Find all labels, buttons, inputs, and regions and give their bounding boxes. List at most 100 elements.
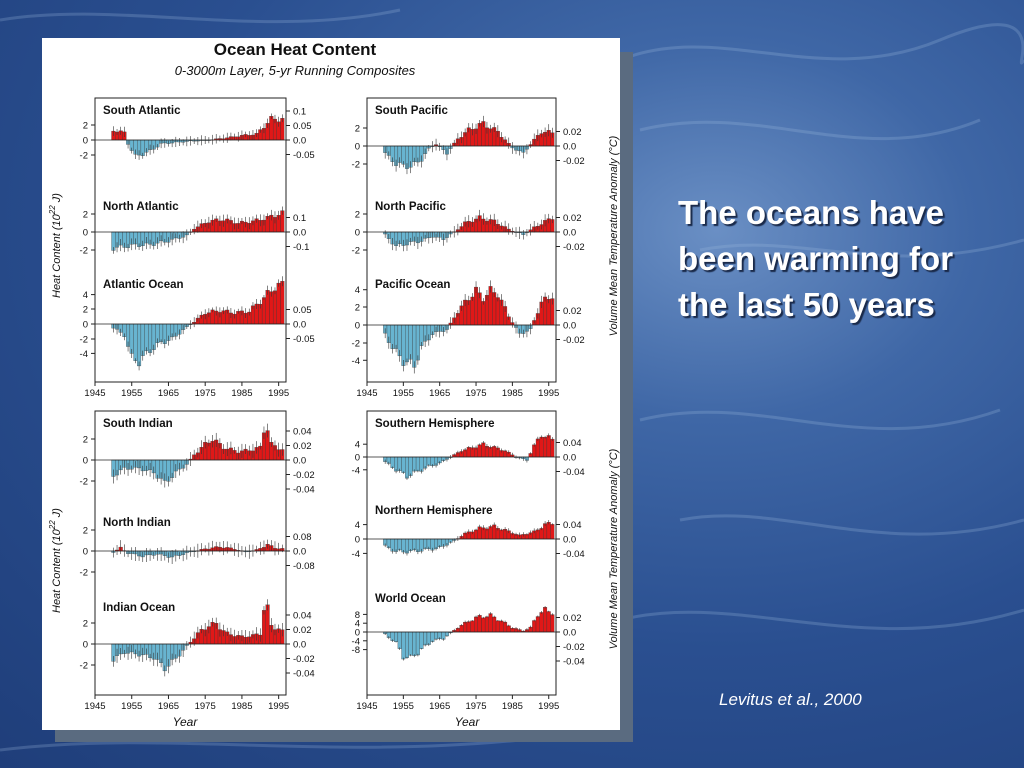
bar	[470, 296, 475, 326]
bar	[280, 281, 285, 325]
bar	[412, 538, 417, 551]
subplot-title: Pacific Ocean	[375, 279, 450, 291]
bar	[412, 456, 417, 472]
bar	[492, 292, 497, 326]
subplot-title: North Pacific	[375, 201, 447, 213]
x-tick-label: 1945	[356, 701, 377, 712]
subplot-title: Northern Hemisphere	[375, 505, 493, 517]
right-tick-label: 0.02	[563, 613, 582, 624]
right-tick-label: 0.0	[563, 453, 576, 464]
y-tick-label: -2	[80, 568, 88, 579]
right-tick-label: 0.0	[563, 228, 576, 239]
subplot-title: South Pacific	[375, 105, 448, 117]
x-tick-label: 1955	[393, 701, 414, 712]
bar	[550, 438, 555, 458]
right-tick-label: -0.02	[293, 654, 315, 665]
bar	[423, 538, 428, 549]
bar	[159, 323, 164, 342]
bar	[495, 620, 500, 633]
subplot: Pacific Ocean 4 2 0 -2 -4 0.02 0.0 -0.02	[352, 279, 585, 374]
bar	[539, 436, 544, 458]
subplot: World Ocean 840-4-8 0.02 0.0 -0.02 -0.04	[352, 593, 585, 668]
bar	[430, 631, 435, 642]
y-tick-label: 2	[83, 121, 88, 132]
subplot: North Atlantic 2 0 -2 0.1 0.0 -0.1	[80, 201, 310, 257]
right-tick-label: 0.0	[563, 628, 576, 639]
y-tick-label: 2	[355, 124, 360, 135]
right-tick-label: -0.02	[293, 470, 315, 481]
x-tick-label: 1975	[195, 701, 216, 712]
right-tick-label: -0.02	[563, 335, 585, 346]
right-tick-label: 0.02	[293, 441, 312, 452]
bar	[148, 323, 153, 353]
x-tick-label: 1945	[356, 388, 377, 399]
x-tick-label: 1995	[268, 701, 289, 712]
x-tick-label: 1965	[429, 701, 450, 712]
bar	[401, 324, 406, 366]
right-tick-label: 0.0	[563, 321, 576, 332]
y-tick-label: -2	[80, 477, 88, 488]
subplot-title: Atlantic Ocean	[103, 279, 184, 291]
y-tick-label: -2	[80, 661, 88, 672]
bar	[397, 631, 402, 649]
bar	[397, 538, 402, 551]
bar	[394, 456, 399, 472]
citation-text: Levitus et al., 2000	[719, 690, 862, 709]
y-tick-label: -2	[352, 339, 360, 350]
bar	[474, 529, 479, 540]
x-tick-label: 1985	[231, 701, 252, 712]
bar	[401, 631, 406, 660]
x-tick-label: 1955	[393, 388, 414, 399]
bar	[532, 620, 537, 633]
right-tick-label: 0.0	[293, 456, 306, 467]
right-tick-label: 0.0	[293, 640, 306, 651]
bar	[466, 621, 471, 633]
x-tick-label: 1955	[121, 701, 142, 712]
right-tick-label: 0.05	[293, 121, 312, 132]
subplot: Atlantic Ocean 4 2 0 -2 -4 0.05 0.0 -0.05	[80, 276, 315, 371]
subplot: South Atlantic 2 0 -2 0.1 0.05 0.0 -0.05	[80, 105, 315, 162]
y-tick-label: 2	[83, 526, 88, 537]
bar	[535, 616, 540, 633]
y-tick-label: 4	[355, 520, 360, 531]
panel-frame	[94, 97, 287, 383]
bar	[484, 616, 489, 633]
right-tick-label: 0.05	[293, 305, 312, 316]
left-axis-label-bottom: Heat Content (1022 J)	[48, 508, 63, 613]
right-tick-label: 0.0	[563, 142, 576, 153]
right-tick-label: -0.04	[293, 485, 315, 496]
right-tick-label: -0.04	[563, 467, 585, 478]
bar	[415, 324, 420, 361]
y-tick-label: 0	[83, 547, 88, 558]
bar	[488, 613, 493, 633]
bar	[265, 290, 270, 325]
y-tick-label: -2	[352, 246, 360, 257]
bar	[477, 615, 482, 633]
subplot-title: Southern Hemisphere	[375, 418, 495, 430]
x-tick-label: 1985	[502, 388, 523, 399]
right-tick-label: -0.02	[563, 642, 585, 653]
bar	[470, 620, 475, 633]
y-tick-label: -4	[352, 636, 360, 647]
bar	[535, 438, 540, 458]
x-tick-label: 1975	[195, 388, 216, 399]
panel-frame	[366, 97, 557, 383]
y-tick-label: 0	[355, 535, 360, 546]
y-tick-label: 2	[355, 210, 360, 221]
x-tick-label: 1965	[429, 388, 450, 399]
bar	[466, 447, 471, 458]
bar	[405, 324, 409, 363]
bar	[412, 631, 417, 656]
subplot: South Indian 2 0 -2 0.04 0.02 0.0 -0.02 -0.04	[80, 418, 315, 496]
x-axis-label-left: Year	[173, 715, 199, 729]
y-tick-label: -8	[352, 645, 360, 656]
bar	[137, 323, 142, 367]
y-tick-label: 2	[83, 210, 88, 221]
y-tick-label: 0	[83, 228, 88, 239]
right-tick-label: -0.05	[293, 334, 315, 345]
bar	[419, 456, 424, 472]
x-tick-label: 1995	[268, 388, 289, 399]
bar	[272, 290, 277, 325]
y-tick-label: 4	[355, 285, 360, 296]
y-tick-label: 0	[83, 320, 88, 331]
